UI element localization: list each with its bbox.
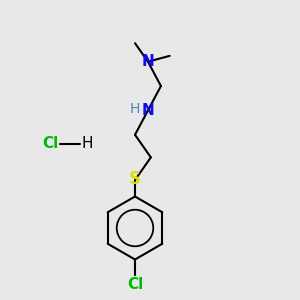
Text: H: H	[130, 102, 140, 116]
Text: N: N	[142, 103, 154, 118]
Text: H: H	[82, 136, 93, 152]
Text: Cl: Cl	[127, 277, 143, 292]
Text: Cl: Cl	[42, 136, 58, 152]
Text: N: N	[142, 54, 154, 69]
Text: S: S	[129, 170, 141, 188]
